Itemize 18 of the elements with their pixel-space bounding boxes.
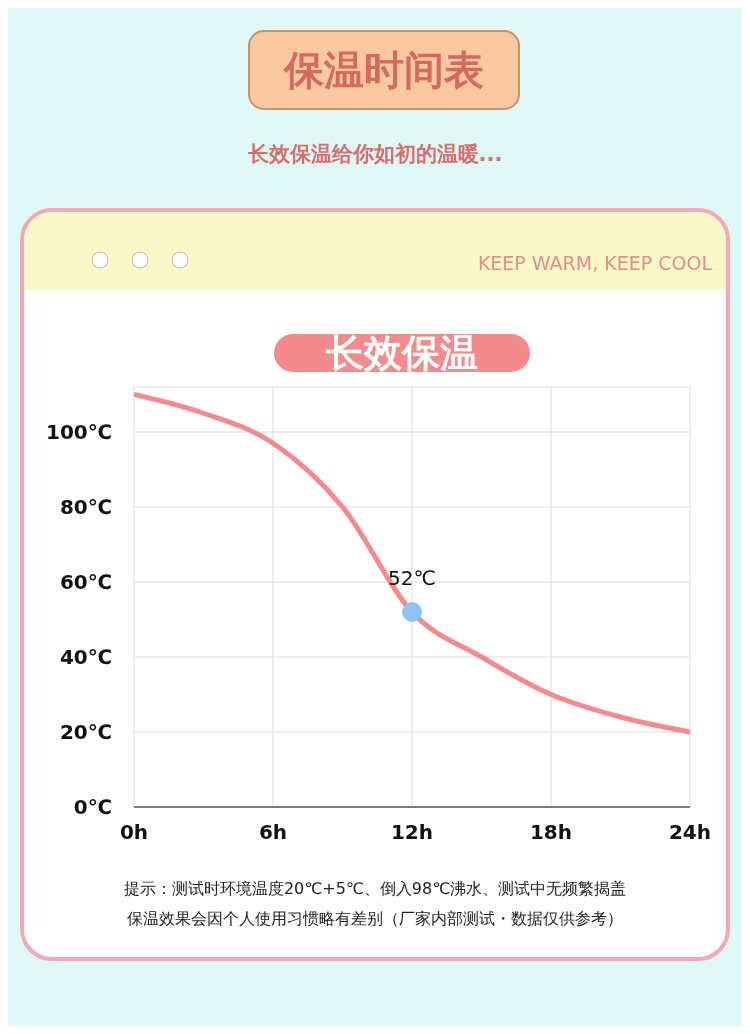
y-tick-label: 0℃ bbox=[73, 795, 112, 820]
chart-title: 保温时间表 bbox=[248, 30, 520, 110]
x-tick-label: 18h bbox=[529, 820, 573, 845]
text: 提示：测试时环境温度20℃+5℃、倒入98℃沸水、测试中无频繁揭盖 bbox=[122, 878, 628, 900]
x-tick-label: 24h bbox=[668, 820, 712, 845]
x-tick-label: 12h bbox=[390, 820, 434, 845]
text: KEEP WARM, KEEP COOL bbox=[477, 252, 712, 274]
data-label: 52℃ bbox=[388, 566, 436, 591]
y-tick-label: 60℃ bbox=[59, 570, 112, 595]
y-tick-label: 100℃ bbox=[46, 420, 112, 445]
text: 保温效果会因个人使用习惯略有差别（厂家内部测试・数据仅供参考） bbox=[126, 908, 624, 930]
y-tick-label: 20℃ bbox=[59, 720, 112, 745]
x-tick-label: 0h bbox=[119, 820, 149, 845]
x-tick-label: 6h bbox=[258, 820, 288, 845]
y-tick-label: 80℃ bbox=[59, 495, 112, 520]
text: 长效保温 bbox=[325, 330, 479, 375]
y-tick-label: 40℃ bbox=[59, 645, 112, 670]
chart-subtitle: 长效保温给你如初的温暖... bbox=[246, 141, 504, 168]
